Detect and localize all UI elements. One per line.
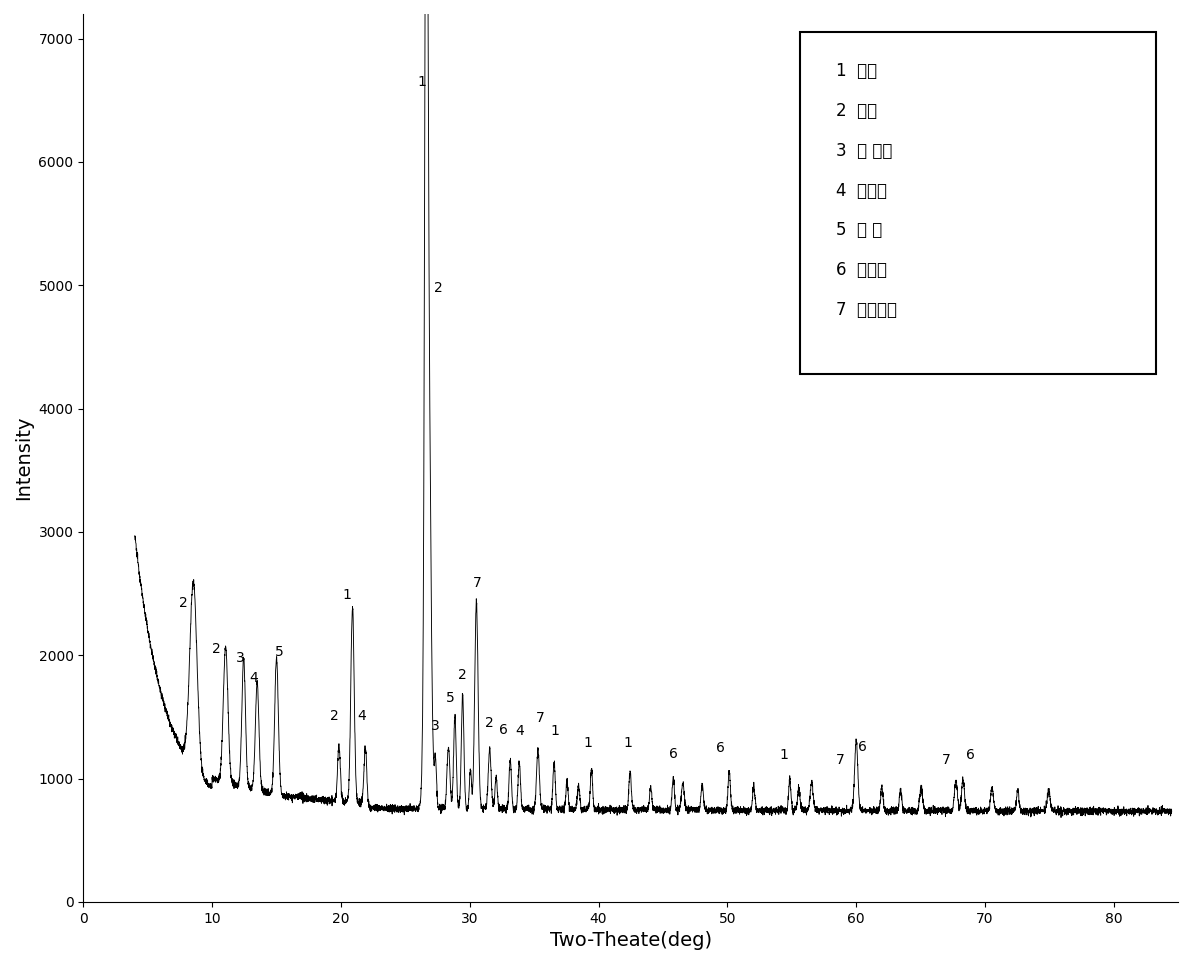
Text: 3: 3 (430, 719, 440, 733)
Text: 6: 6 (669, 747, 677, 761)
Text: 7: 7 (473, 576, 482, 590)
Text: 5: 5 (446, 690, 455, 705)
Text: 1: 1 (623, 736, 633, 750)
Text: 4: 4 (249, 671, 257, 684)
Text: 3: 3 (236, 651, 244, 665)
Text: 7: 7 (536, 711, 545, 726)
Text: 2: 2 (485, 716, 493, 731)
Text: 5: 5 (274, 645, 284, 658)
Text: 7: 7 (837, 754, 845, 767)
Text: 1: 1 (551, 724, 559, 737)
Text: 6: 6 (858, 739, 867, 754)
Text: 2: 2 (212, 642, 221, 656)
Text: 6: 6 (716, 741, 725, 755)
Text: 1: 1 (417, 75, 427, 89)
Text: 1: 1 (584, 736, 592, 750)
Text: 6: 6 (498, 723, 508, 736)
Y-axis label: Intensity: Intensity (14, 415, 33, 500)
Text: 1: 1 (343, 588, 352, 602)
Text: 2: 2 (434, 281, 443, 295)
Text: 7: 7 (942, 754, 951, 767)
Text: 1: 1 (780, 748, 788, 763)
Text: 2: 2 (458, 668, 466, 683)
Text: 4: 4 (516, 724, 524, 737)
X-axis label: Two-Theate(deg): Two-Theate(deg) (550, 931, 712, 951)
Text: 6: 6 (967, 748, 975, 763)
Text: 2: 2 (179, 596, 188, 609)
Text: 4: 4 (358, 709, 366, 723)
Text: 2: 2 (330, 709, 339, 723)
